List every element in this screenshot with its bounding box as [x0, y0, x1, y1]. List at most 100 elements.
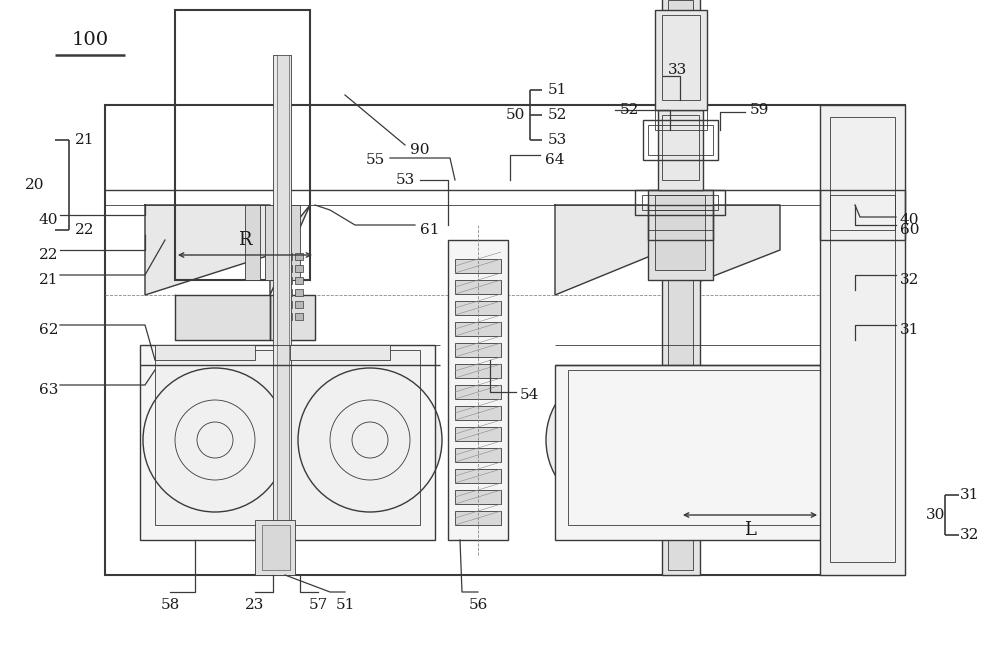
Text: 63: 63 [39, 383, 58, 397]
Bar [448, 240, 508, 540]
Text: 22: 22 [75, 223, 95, 237]
Text: 56: 56 [468, 598, 488, 612]
Circle shape [546, 368, 690, 512]
Bar [155, 350, 420, 525]
Circle shape [752, 422, 788, 458]
Circle shape [730, 400, 810, 480]
Bar [662, 115, 699, 180]
Bar [455, 490, 501, 504]
Bar [280, 281, 290, 289]
Bar [655, 10, 707, 110]
Bar [273, 55, 291, 575]
Text: 40: 40 [900, 213, 920, 227]
Bar [455, 385, 501, 399]
Polygon shape [665, 205, 780, 295]
Bar [655, 195, 705, 270]
Bar [455, 322, 501, 336]
Text: 21: 21 [75, 133, 95, 147]
Circle shape [298, 368, 442, 512]
Text: 61: 61 [420, 223, 440, 237]
Text: 22: 22 [39, 248, 58, 262]
Bar [295, 313, 303, 320]
Text: 53: 53 [548, 133, 567, 147]
Bar [284, 301, 292, 308]
Bar [284, 289, 292, 296]
Circle shape [600, 422, 636, 458]
Bar [662, 0, 700, 575]
Polygon shape [145, 205, 270, 295]
Text: L: L [744, 521, 756, 539]
Bar [255, 520, 295, 575]
Bar [655, 110, 707, 130]
Bar [648, 210, 713, 230]
Bar [280, 269, 290, 277]
Bar [455, 343, 501, 357]
Bar [155, 345, 255, 360]
Circle shape [175, 400, 255, 480]
Bar [662, 15, 700, 100]
Bar [245, 205, 260, 280]
Bar [668, 0, 693, 570]
Circle shape [698, 368, 842, 512]
Bar [105, 105, 905, 575]
Bar [643, 120, 718, 160]
Bar [295, 253, 303, 260]
Bar [455, 259, 501, 273]
Bar [648, 125, 713, 155]
Bar [290, 345, 390, 360]
Circle shape [578, 400, 658, 480]
Text: 55: 55 [366, 153, 385, 167]
Bar [830, 117, 895, 562]
Text: 53: 53 [396, 173, 415, 187]
Polygon shape [270, 295, 315, 340]
Text: 31: 31 [900, 323, 919, 337]
Bar [280, 317, 290, 325]
Bar [648, 190, 713, 280]
Text: 33: 33 [668, 63, 687, 77]
Bar [455, 448, 501, 462]
Bar [284, 313, 292, 320]
Bar [265, 205, 285, 280]
Text: 51: 51 [335, 598, 355, 612]
Bar [455, 364, 501, 378]
Bar [455, 301, 501, 315]
Bar [820, 105, 905, 575]
Bar [284, 277, 292, 284]
Text: 90: 90 [410, 143, 430, 157]
Bar [658, 110, 703, 190]
Bar [295, 265, 303, 272]
Bar [455, 406, 501, 420]
Text: 100: 100 [72, 31, 109, 49]
Circle shape [143, 368, 287, 512]
Bar [455, 427, 501, 441]
Bar [635, 190, 725, 215]
Text: 50: 50 [505, 108, 525, 122]
Text: 62: 62 [39, 323, 58, 337]
Bar [175, 10, 310, 280]
Bar [830, 195, 895, 230]
Bar [295, 277, 303, 284]
Text: 64: 64 [545, 153, 564, 167]
Bar [648, 205, 713, 240]
Polygon shape [555, 205, 665, 295]
Bar [284, 265, 292, 272]
Circle shape [352, 422, 388, 458]
Bar [277, 55, 289, 575]
Bar [280, 293, 290, 301]
Bar [295, 301, 303, 308]
Polygon shape [270, 205, 310, 295]
Bar [295, 289, 303, 296]
Bar [555, 365, 850, 540]
Bar [820, 190, 905, 240]
Text: 31: 31 [960, 488, 979, 502]
Text: 32: 32 [960, 528, 979, 542]
Text: 23: 23 [245, 598, 265, 612]
Bar [455, 280, 501, 294]
Circle shape [330, 400, 410, 480]
Text: 54: 54 [520, 388, 539, 402]
Text: 52: 52 [620, 103, 639, 117]
Bar [455, 469, 501, 483]
Polygon shape [175, 295, 270, 340]
Circle shape [197, 422, 233, 458]
Bar [568, 370, 838, 525]
